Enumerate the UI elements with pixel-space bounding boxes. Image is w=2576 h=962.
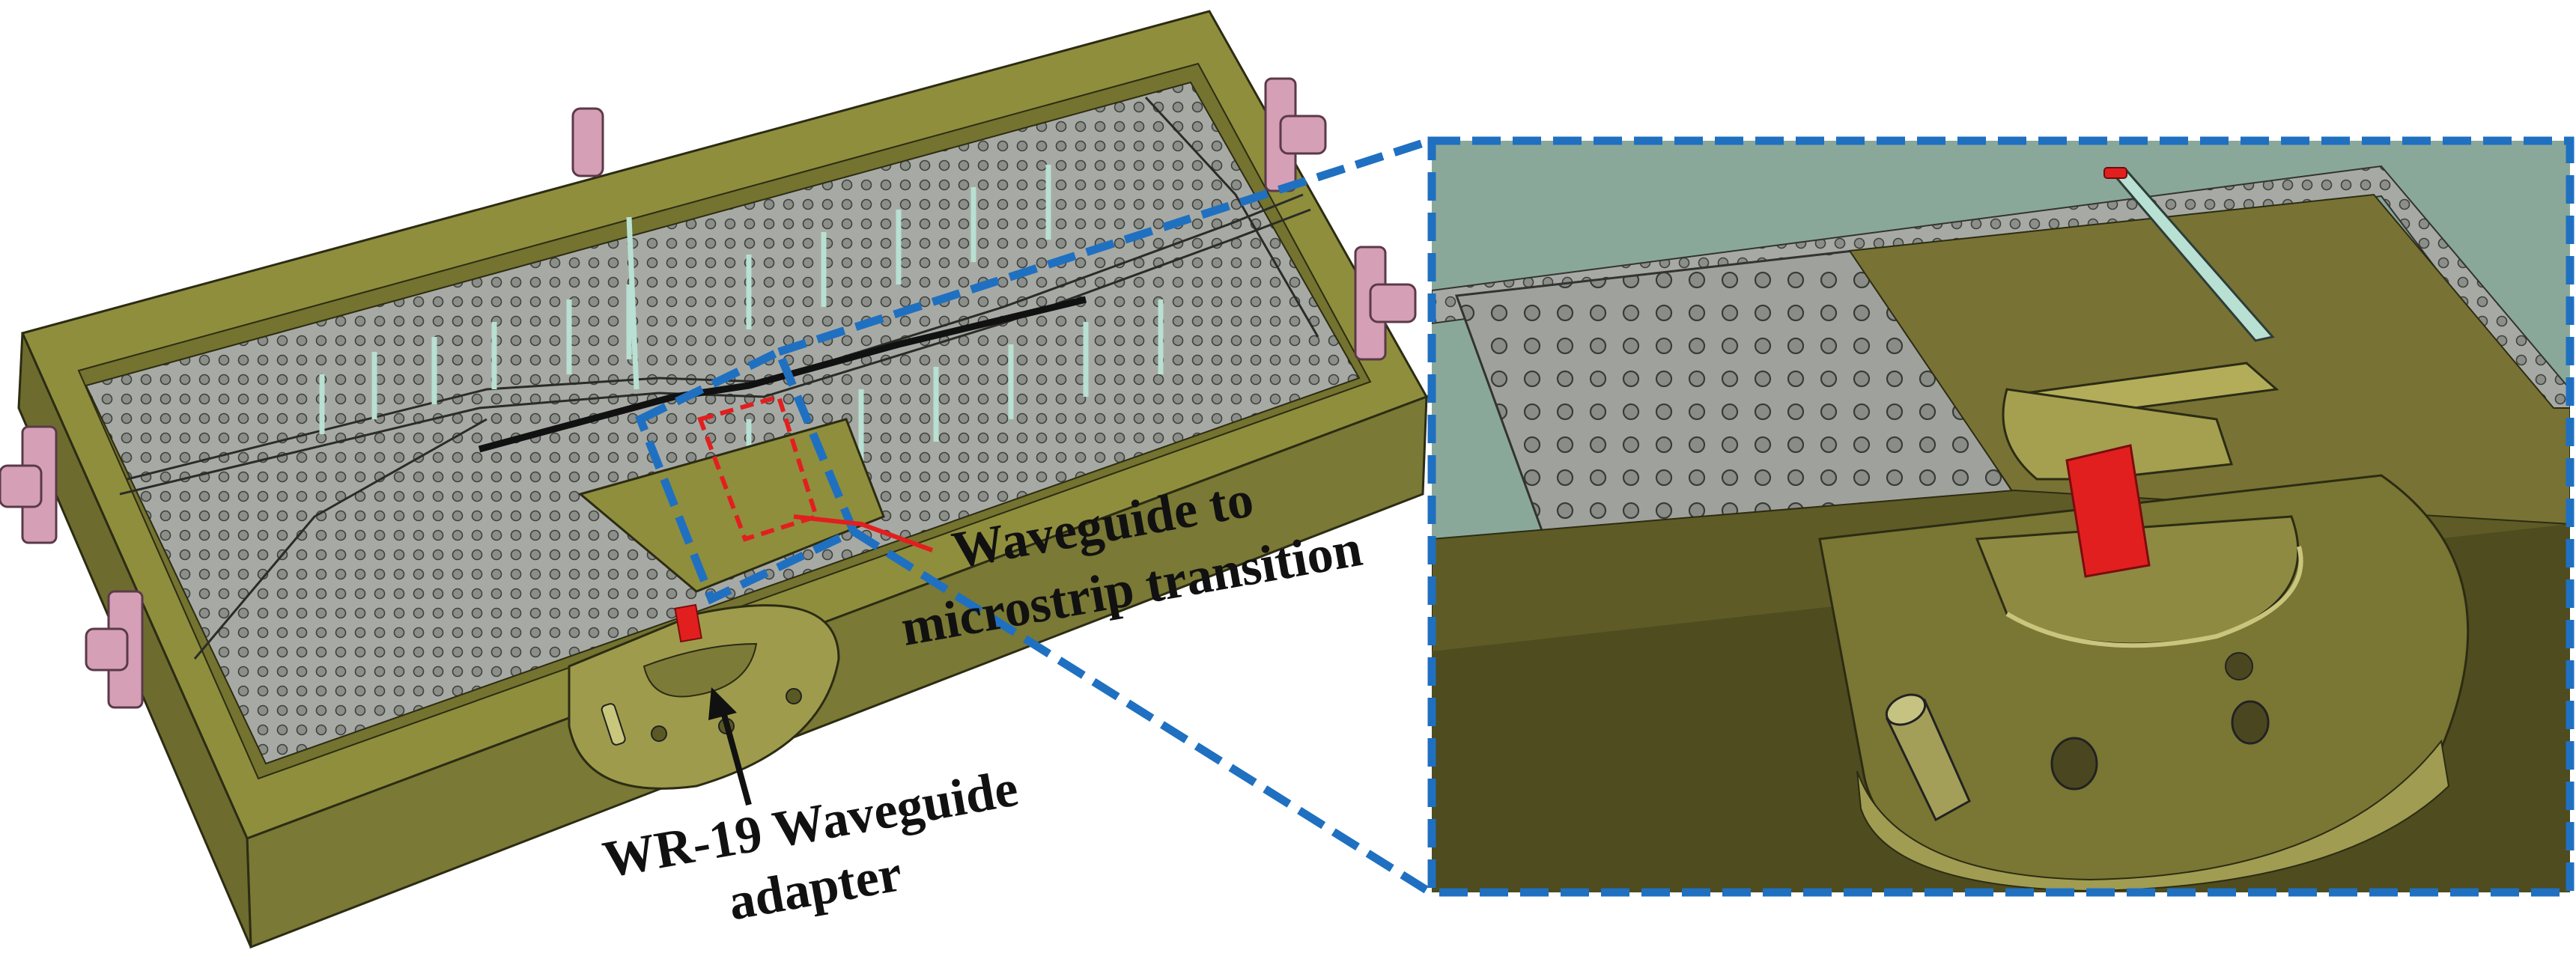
zoom-panel <box>1427 136 2575 897</box>
adapter-arrow <box>708 687 752 806</box>
zoom-hole-1 <box>2050 737 2098 791</box>
adapter-hole-1 <box>651 725 667 742</box>
zoom-adapter-bowl-rim <box>2005 546 2303 648</box>
module-housing <box>0 10 1429 949</box>
substrate-board <box>85 81 1361 765</box>
adapter-hole-3 <box>786 688 802 704</box>
coax-connectors <box>0 77 1417 709</box>
zoom-alignment-pin <box>1885 693 1971 822</box>
waveguide-adapter <box>568 603 840 790</box>
connector-top <box>571 107 604 177</box>
transition-highlight-box <box>697 394 819 542</box>
zoom-callout-lines <box>777 136 1433 896</box>
zoom-e-probe <box>2065 444 2151 578</box>
adapter-pin <box>601 703 626 746</box>
zoom-adapter-face <box>1856 739 2450 892</box>
zoom-probe-tip <box>2103 167 2127 179</box>
zoom-hole-2 <box>2231 700 2270 745</box>
microstrip-stubs <box>319 165 1164 494</box>
coupling-line <box>478 296 1087 453</box>
filter-channels <box>119 96 1319 660</box>
zoom-frame <box>1427 136 2575 897</box>
probe-red-small <box>674 603 702 643</box>
transition-pointer <box>793 514 934 552</box>
zoom-hole-3 <box>2225 652 2253 681</box>
